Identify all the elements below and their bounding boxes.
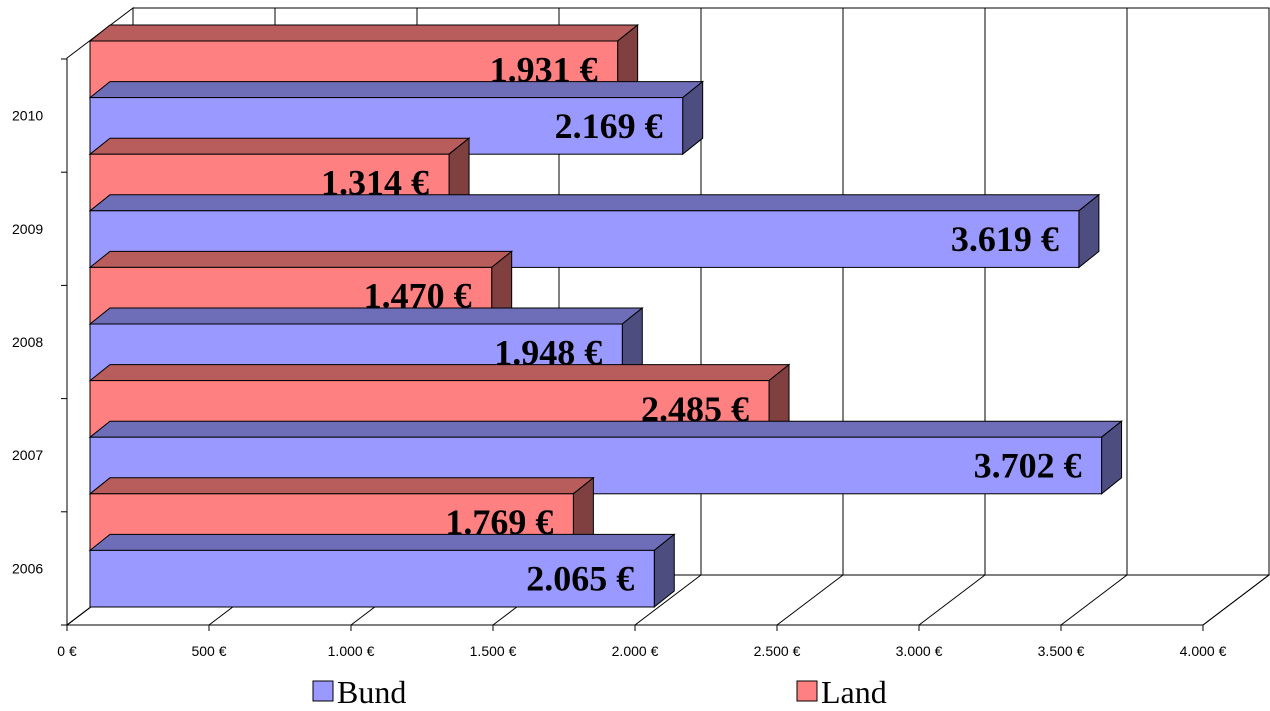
legend-swatch-bund (312, 680, 334, 702)
bar-top-face (88, 137, 471, 155)
x-tick-label: 500 € (191, 643, 226, 659)
legend-label-bund: Bund (337, 674, 406, 710)
bar-top-face (88, 364, 791, 382)
x-tick-label: 3.000 € (896, 643, 943, 659)
y-tick-label: 2008 (12, 334, 43, 350)
bar-top-face (88, 533, 676, 551)
bar-top-face (88, 250, 514, 268)
x-tick-label: 1.000 € (328, 643, 375, 659)
bar-top-face (88, 24, 640, 42)
bar-bund-2006: 2.065 € (88, 533, 676, 609)
bar-top-face (88, 307, 644, 325)
data-label: 2.065 € (526, 559, 634, 599)
floor-gridline (1202, 574, 1270, 626)
data-label: 3.619 € (951, 219, 1059, 259)
bar-top-face (88, 194, 1101, 212)
x-tick-labels: 0 € 500 € 1.000 € 1.500 € 2.000 € 2.500 € 3.00… (57, 643, 1226, 659)
x-tick-label: 1.500 € (470, 643, 517, 659)
y-tick-labels: 2006 2007 2008 2009 2010 (12, 108, 43, 577)
bars: 1.931 €2.169 €1.314 €3.619 €1.470 €1.948… (88, 23, 1123, 609)
y-tick-label: 2006 (12, 560, 43, 576)
legend-swatch-land (796, 680, 818, 702)
legend: Bund Land (312, 674, 887, 710)
x-tick-label: 2.000 € (612, 643, 659, 659)
axes (61, 58, 1204, 631)
bar-front-face (89, 549, 655, 608)
bar-top-face (88, 477, 595, 495)
bar-top-face (88, 81, 705, 99)
floor-gridline (776, 574, 844, 626)
x-tick-label: 3.500 € (1038, 643, 1085, 659)
x-tick-label: 4.000 € (1180, 643, 1227, 659)
legend-label-land: Land (821, 674, 887, 710)
y-tick-label: 2007 (12, 447, 43, 463)
x-tick-label: 2.500 € (754, 643, 801, 659)
floor-gridline (918, 574, 986, 626)
data-label: 2.169 € (555, 106, 663, 146)
floor-gridline (1060, 574, 1128, 626)
floor-gridline (634, 574, 702, 626)
y-tick-label: 2009 (12, 221, 43, 237)
x-tick-label: 0 € (57, 643, 77, 659)
bar-top-face (88, 420, 1123, 438)
data-label: 3.702 € (974, 446, 1082, 486)
y-tick-label: 2010 (12, 108, 43, 124)
